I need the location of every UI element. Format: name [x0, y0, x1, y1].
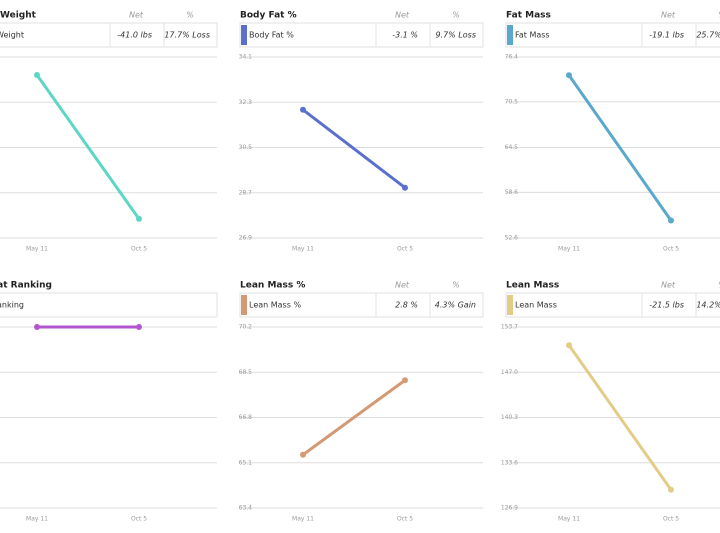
y-tick-label: 28.7 — [239, 189, 253, 196]
y-tick-label: 26.9 — [239, 235, 253, 242]
summary-box — [0, 22, 218, 48]
summary-box — [239, 22, 484, 48]
color-swatch — [507, 25, 513, 45]
x-tick-label: May 11 — [292, 246, 314, 253]
chart-title: Fat Ranking — [0, 281, 52, 291]
pct-value: 25.7% Loss — [696, 31, 720, 40]
point — [300, 106, 306, 113]
point — [402, 184, 408, 191]
y-tick-label: 30.5 — [239, 144, 253, 151]
chart-title: Body Fat % — [240, 11, 297, 21]
y-tick-label: 126.9 — [501, 505, 518, 512]
pct-header: % — [718, 11, 720, 20]
x-tick-label: May 11 — [558, 246, 580, 253]
y-tick-label: 52.6 — [505, 235, 519, 242]
net-header: Net — [395, 281, 410, 290]
color-swatch — [241, 295, 247, 315]
point — [136, 324, 142, 330]
summary-box — [0, 292, 218, 318]
pct-header: % — [452, 281, 460, 290]
point — [136, 215, 142, 222]
net-header: Net — [395, 11, 410, 20]
line — [567, 73, 673, 223]
point — [566, 72, 572, 79]
y-tick-label: 66.8 — [239, 414, 253, 421]
y-tick-label: 147.0 — [501, 369, 518, 376]
y-tick-label: 64.5 — [505, 144, 519, 151]
point — [668, 217, 674, 224]
y-tick-label: 140.3 — [501, 414, 518, 421]
y-tick-label: 76.4 — [505, 54, 519, 61]
pct-header: % — [718, 281, 720, 290]
y-tick-label: 65.1 — [239, 459, 253, 466]
x-tick-label: May 11 — [26, 516, 48, 523]
summary-box — [239, 292, 484, 318]
x-tick-label: Oct 5 — [131, 246, 147, 253]
x-tick-label: Oct 5 — [663, 516, 679, 523]
color-swatch — [507, 295, 513, 315]
net-header: Net — [661, 281, 676, 290]
line — [35, 73, 141, 221]
pct-value: 9.7% Loss — [435, 31, 476, 40]
chart-title: Weight — [0, 11, 37, 21]
y-tick-label: 68.5 — [239, 369, 253, 376]
summary-label: Body Fat % — [249, 31, 294, 40]
chart-title: Fat Mass — [506, 11, 551, 21]
y-tick-label: 34.1 — [239, 54, 253, 61]
point — [566, 342, 572, 349]
x-tick-label: May 11 — [558, 516, 580, 523]
y-tick-label: 133.6 — [501, 459, 518, 466]
line — [301, 108, 407, 190]
x-tick-label: May 11 — [26, 246, 48, 253]
net-value: 2.8 % — [395, 301, 418, 310]
x-tick-label: Oct 5 — [131, 516, 147, 523]
line — [301, 378, 407, 457]
color-swatch — [241, 25, 247, 45]
pct-value: 4.3% Gain — [435, 301, 476, 310]
point — [34, 324, 40, 330]
x-tick-label: Oct 5 — [397, 516, 413, 523]
chart-title: Lean Mass % — [240, 281, 305, 291]
pct-value: 14.2% Loss — [696, 301, 720, 310]
pct-value: 17.7% Loss — [164, 31, 210, 40]
summary-label: Lean Mass — [515, 301, 557, 310]
summary-label: Body Fat Ranking — [0, 301, 24, 310]
pct-header: % — [452, 11, 460, 20]
chart-title: Lean Mass — [506, 281, 559, 291]
summary-label: Total Weight — [0, 31, 24, 40]
net-header: Net — [661, 11, 676, 20]
net-value: -19.1 lbs — [649, 31, 684, 40]
y-tick-label: 63.4 — [239, 505, 253, 512]
y-tick-label: 153.7 — [501, 324, 518, 331]
summary-label: Lean Mass % — [249, 301, 301, 310]
net-value: -3.1 % — [392, 31, 418, 40]
net-value: -41.0 lbs — [117, 31, 152, 40]
y-tick-label: 70.5 — [505, 98, 519, 105]
point — [34, 72, 40, 79]
net-header: Net — [129, 11, 144, 20]
pct-header: % — [186, 11, 194, 20]
x-tick-label: Oct 5 — [663, 246, 679, 253]
summary-box — [505, 292, 720, 318]
net-value: -21.5 lbs — [649, 301, 684, 310]
x-tick-label: May 11 — [292, 516, 314, 523]
y-tick-label: 58.6 — [505, 189, 519, 196]
y-tick-label: 32.3 — [239, 99, 253, 106]
summary-box — [505, 22, 720, 48]
summary-label: Fat Mass — [515, 31, 550, 40]
x-tick-label: Oct 5 — [397, 246, 413, 253]
point — [402, 377, 408, 384]
point — [300, 451, 306, 458]
line — [567, 343, 673, 492]
y-tick-label: 70.2 — [239, 324, 253, 331]
point — [668, 486, 674, 493]
